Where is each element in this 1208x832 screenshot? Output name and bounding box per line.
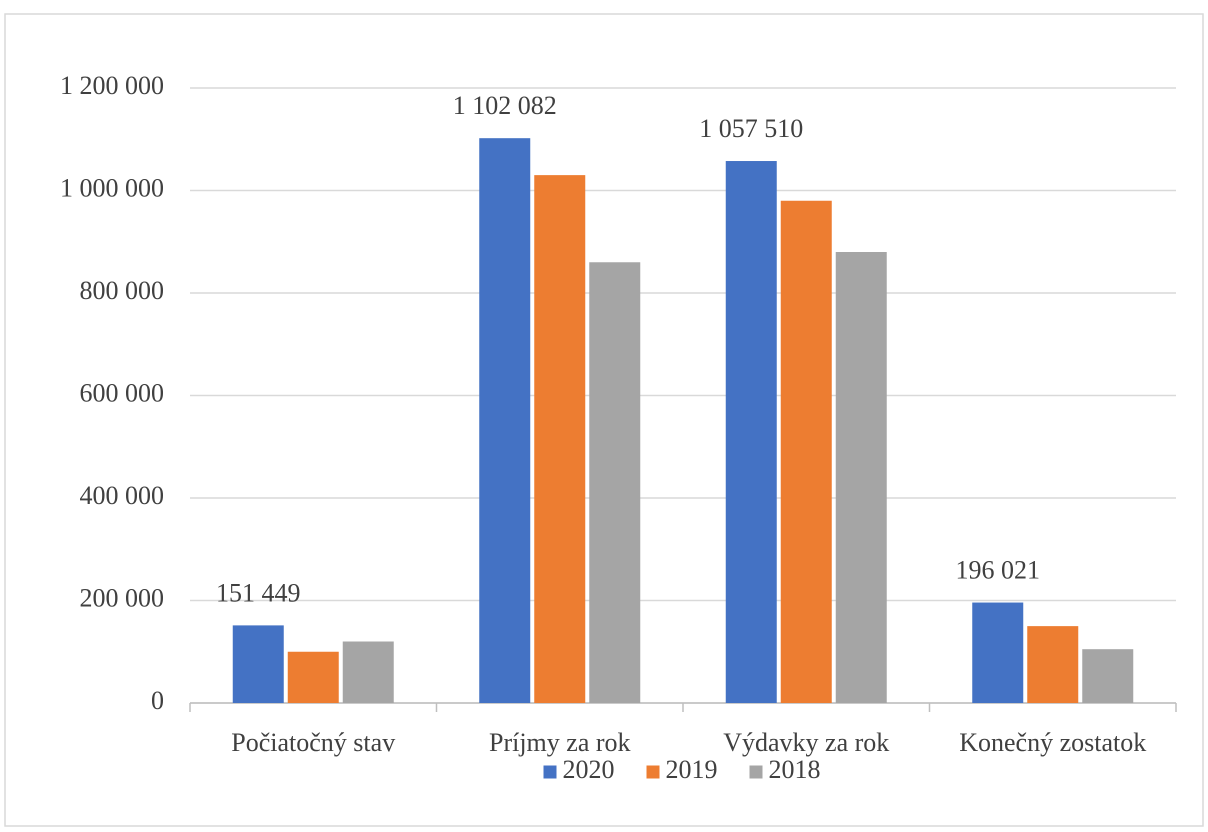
- x-tick-label: Príjmy za rok: [489, 728, 631, 757]
- y-tick-label: 200 000: [80, 583, 165, 612]
- legend-swatch: [646, 765, 660, 779]
- legend-swatch: [543, 765, 557, 779]
- bar: [534, 175, 586, 703]
- bar: [972, 602, 1024, 703]
- y-tick-label: 0: [151, 686, 164, 715]
- x-tick-label: Výdavky za rok: [723, 728, 889, 757]
- bar: [780, 200, 832, 703]
- bar: [835, 252, 887, 703]
- bar: [1027, 626, 1079, 703]
- legend-label: 2019: [666, 755, 718, 784]
- y-tick-label: 1 000 000: [60, 173, 164, 202]
- legend-swatch: [749, 765, 763, 779]
- bar: [1082, 649, 1134, 703]
- data-label: 1 102 082: [453, 91, 557, 120]
- y-tick-label: 1 200 000: [60, 71, 164, 100]
- bar: [479, 138, 531, 703]
- data-label: 151 449: [216, 578, 301, 607]
- y-tick-label: 400 000: [80, 481, 165, 510]
- data-label: 1 057 510: [699, 114, 803, 143]
- x-tick-label: Konečný zostatok: [959, 728, 1146, 757]
- data-label: 196 021: [956, 556, 1041, 585]
- bar: [589, 262, 641, 703]
- bar: [725, 161, 777, 703]
- x-tick-label: Počiatočný stav: [231, 728, 395, 757]
- y-tick-label: 600 000: [80, 378, 165, 407]
- bar: [287, 651, 339, 703]
- bar: [342, 641, 394, 703]
- bar: [232, 625, 284, 703]
- legend-label: 2018: [769, 755, 821, 784]
- legend-label: 2020: [563, 755, 615, 784]
- y-tick-label: 800 000: [80, 276, 165, 305]
